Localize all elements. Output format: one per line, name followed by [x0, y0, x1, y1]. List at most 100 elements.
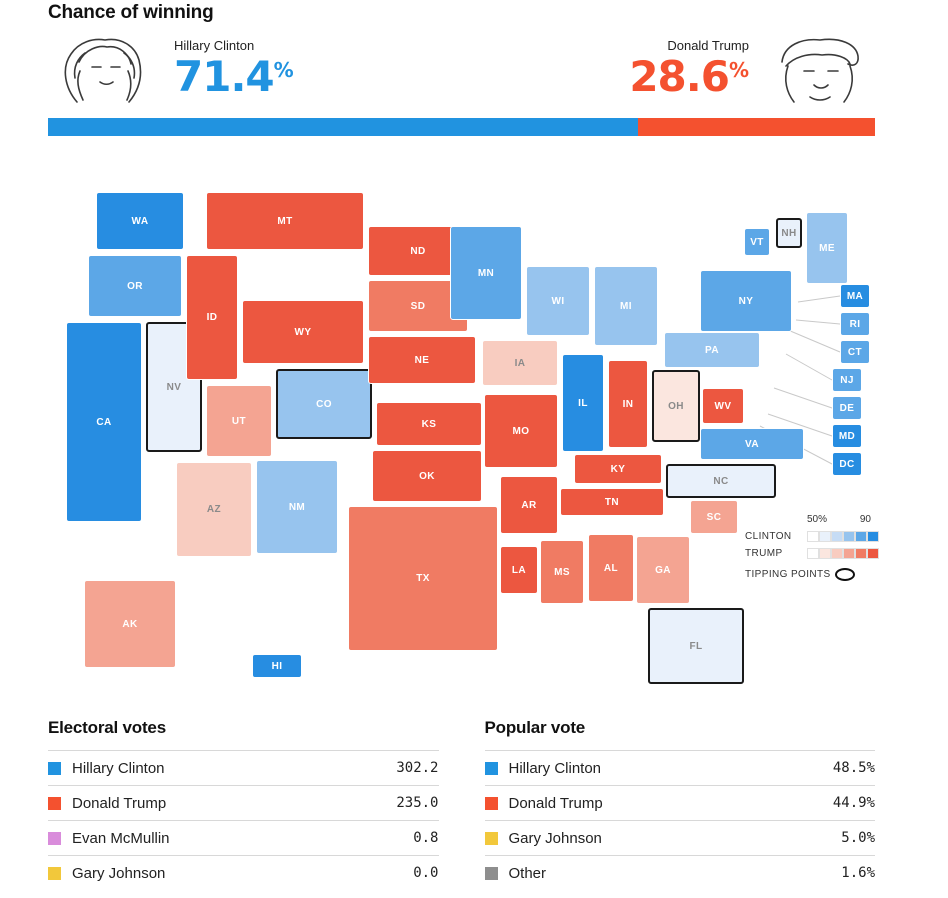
state-ok[interactable]: OK	[372, 450, 482, 502]
trump-name: Donald Trump	[667, 38, 749, 53]
state-mt[interactable]: MT	[206, 192, 364, 250]
candidate-value: 302.2	[396, 760, 439, 776]
state-wa[interactable]: WA	[96, 192, 184, 250]
state-ma[interactable]: MA	[840, 284, 870, 308]
state-ne[interactable]: NE	[368, 336, 476, 384]
legend-trump-label: TRUMP	[745, 548, 783, 559]
state-md[interactable]: MD	[832, 424, 862, 448]
state-nc[interactable]: NC	[666, 464, 776, 498]
candidate-swatch	[48, 796, 61, 810]
state-az[interactable]: AZ	[176, 462, 252, 557]
state-wv[interactable]: WV	[702, 388, 744, 424]
state-label: UT	[231, 415, 247, 427]
state-ny[interactable]: NY	[700, 270, 792, 332]
state-label: DC	[839, 458, 855, 470]
clinton-portrait-icon	[48, 36, 160, 108]
candidate-swatch	[48, 761, 61, 775]
state-label: PA	[705, 344, 719, 356]
state-label: FL	[689, 640, 703, 652]
state-tn[interactable]: TN	[560, 488, 664, 516]
candidate-name: Donald Trump	[508, 794, 603, 812]
state-me[interactable]: ME	[806, 212, 848, 284]
state-dc[interactable]: DC	[832, 452, 862, 476]
table-row: Other 1.6%	[484, 855, 875, 890]
candidate-swatch	[48, 831, 61, 845]
electoral-votes-title: Electoral votes	[48, 718, 166, 737]
state-ky[interactable]: KY	[574, 454, 662, 484]
state-label: LA	[511, 564, 527, 576]
state-wy[interactable]: WY	[242, 300, 364, 364]
candidate-swatch	[48, 866, 61, 880]
legend-scale-labels: 50% 90	[745, 512, 895, 527]
state-ga[interactable]: GA	[636, 536, 690, 604]
state-label: NV	[166, 381, 182, 393]
state-label: TX	[416, 573, 430, 584]
candidate-name: Gary Johnson	[72, 864, 166, 882]
state-mi[interactable]: MI	[594, 266, 658, 346]
state-label: WY	[294, 326, 312, 338]
state-ca[interactable]: CA	[66, 322, 142, 522]
state-tx[interactable]: TX	[348, 506, 498, 651]
state-co[interactable]: CO	[276, 369, 372, 439]
candidate-name: Hillary Clinton	[508, 759, 602, 777]
state-label: IN	[622, 398, 634, 410]
state-label: SD	[410, 300, 426, 312]
state-vt[interactable]: VT	[744, 228, 770, 256]
state-fl[interactable]: FL	[648, 608, 744, 684]
legend-clinton-row: CLINTON	[745, 529, 895, 544]
candidate-name: Other	[508, 864, 547, 882]
clinton-forecast: Hillary Clinton 71.4%	[174, 36, 294, 98]
state-label: ND	[410, 245, 426, 257]
state-id[interactable]: ID	[186, 255, 238, 380]
state-label: DE	[839, 402, 855, 414]
candidate-name: Evan McMullin	[72, 829, 170, 847]
state-oh[interactable]: OH	[652, 370, 700, 442]
state-hi[interactable]: HI	[252, 654, 302, 678]
state-la[interactable]: LA	[500, 546, 538, 594]
state-label: GA	[655, 564, 671, 576]
state-ms[interactable]: MS	[540, 540, 584, 604]
state-label: RI	[849, 318, 861, 330]
state-ut[interactable]: UT	[206, 385, 272, 457]
state-nm[interactable]: NM	[256, 460, 338, 554]
clinton-name: Hillary Clinton	[174, 38, 255, 53]
state-label: KY	[610, 463, 626, 475]
state-label: KS	[421, 418, 437, 430]
legend-tipping-row: TIPPING POINTS	[745, 567, 895, 582]
state-ct[interactable]: CT	[840, 340, 870, 364]
state-ia[interactable]: IA	[482, 340, 558, 386]
state-ri[interactable]: RI	[840, 312, 870, 336]
state-label: CO	[316, 398, 332, 410]
state-or[interactable]: OR	[88, 255, 182, 317]
state-de[interactable]: DE	[832, 396, 862, 420]
state-label: WV	[714, 400, 732, 412]
state-nh[interactable]: NH	[776, 218, 802, 248]
candidate-name: Gary Johnson	[508, 829, 602, 847]
state-label: ID	[206, 312, 218, 323]
candidate-value: 1.6%	[841, 865, 875, 881]
state-label: OR	[127, 280, 143, 292]
state-ak[interactable]: AK	[84, 580, 176, 668]
state-wi[interactable]: WI	[526, 266, 590, 336]
map-legend: 50% 90 CLINTON TRUMP TIPPING POINTS	[745, 512, 895, 584]
state-in[interactable]: IN	[608, 360, 648, 448]
state-sc[interactable]: SC	[690, 500, 738, 534]
state-ks[interactable]: KS	[376, 402, 482, 446]
state-il[interactable]: IL	[562, 354, 604, 452]
popular-vote-title: Popular vote	[484, 718, 586, 737]
state-pa[interactable]: PA	[664, 332, 760, 368]
candidate-value: 5.0%	[841, 830, 875, 846]
state-label: IA	[514, 357, 526, 369]
state-va[interactable]: VA	[700, 428, 804, 460]
state-nj[interactable]: NJ	[832, 368, 862, 392]
trump-forecast: Donald Trump 28.6%	[629, 36, 749, 98]
state-al[interactable]: AL	[588, 534, 634, 602]
state-label: AZ	[206, 504, 222, 515]
state-label: ME	[819, 242, 835, 254]
us-map: 50% 90 CLINTON TRUMP TIPPING POINTS WA OR C…	[0, 162, 948, 710]
state-label: NH	[781, 227, 797, 239]
state-mn[interactable]: MN	[450, 226, 522, 320]
state-mo[interactable]: MO	[484, 394, 558, 468]
chance-bar	[48, 118, 875, 136]
state-ar[interactable]: AR	[500, 476, 558, 534]
